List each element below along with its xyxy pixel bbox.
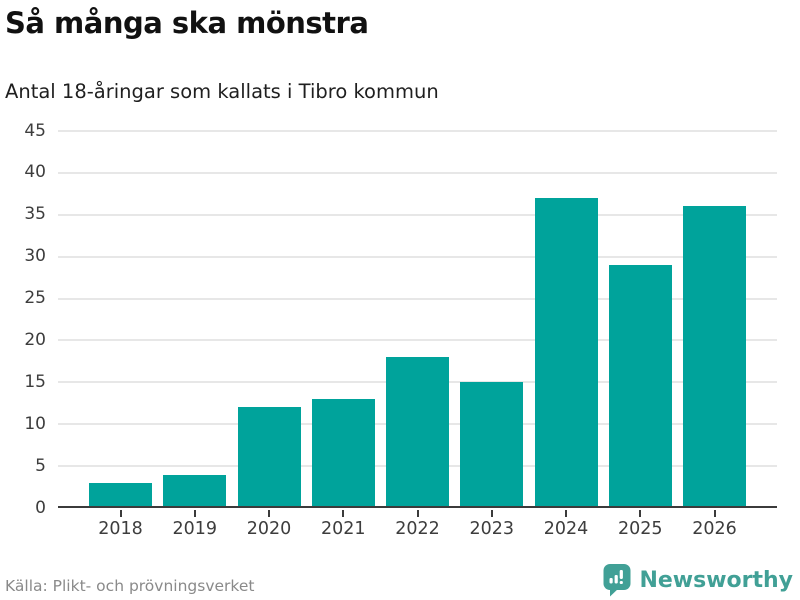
y-tick-label: 0 [35,497,46,518]
bar-slot-2018 [89,131,152,517]
x-tick-label: 2022 [395,519,440,539]
bar-2026 [683,206,746,508]
gridline-45 [58,130,777,132]
bar-slot-2023 [460,131,524,517]
y-tick-label: 35 [24,204,46,225]
bar-2024 [534,198,598,508]
x-tick [416,510,419,517]
x-axis-labels: 2018 2019 2020 2021 2022 2023 2024 2025 2026 [58,519,777,539]
bar-2022 [386,357,449,508]
y-tick-label: 20 [24,329,46,350]
x-tick-label: 2018 [98,519,143,539]
x-tick-label: 2023 [469,519,515,539]
gridline-30 [58,255,777,258]
plot-area [58,130,777,517]
x-tick [193,510,196,517]
bar-slot-2021 [311,131,375,517]
page-title: Så många ska mönstra [5,6,369,40]
x-tick-label: 2019 [172,519,218,539]
gridline-35 [58,213,777,216]
x-tick-label: 2024 [543,519,589,539]
x-tick [268,510,270,517]
x-tick [639,510,642,517]
y-tick-label: 30 [24,246,46,267]
x-tick-label: 2026 [692,519,737,539]
x-tick-label: 2020 [246,519,292,539]
y-tick-label: 25 [24,288,46,309]
bar-slot-2024 [534,131,598,517]
bar-2018 [89,482,152,508]
bar-chart-speech-bubble-icon [603,564,631,597]
bar-slot-2022 [386,131,449,517]
bar-2025 [608,265,672,508]
source-caption: Källa: Plikt- och prövningsverket [5,577,255,595]
bar-slot-2026 [683,131,746,517]
y-tick-label: 15 [24,371,46,392]
bar-slot-2025 [608,131,672,517]
y-tick-label: 45 [24,120,46,141]
bar-2020 [237,407,301,508]
x-tick [119,510,122,517]
x-tick [713,510,716,517]
x-tick [342,510,345,517]
chart-subtitle: Antal 18-åringar som kallats i Tibro kom… [5,80,439,103]
bar-slot-2020 [237,131,301,517]
bars-row [58,131,777,517]
y-tick-label: 5 [35,455,46,476]
x-axis-line [58,506,777,508]
bar-2021 [311,399,375,508]
bar-2019 [163,474,227,508]
gridline-40 [58,171,777,174]
x-tick [490,510,493,517]
y-tick-label: 10 [24,413,46,434]
gridline-20 [58,339,777,342]
gridline-25 [58,297,777,300]
bar-2023 [460,382,524,508]
newsworthy-logo: Newsworthy [603,563,793,597]
x-tick-label: 2021 [320,519,366,539]
x-tick-label: 2025 [617,519,663,539]
bar-chart: 0 5 10 15 20 25 30 35 40 45 2018 2019 2020 2021 2022 2… [0,121,777,539]
brand-name: Newsworthy [639,567,793,593]
x-tick [565,510,567,517]
bar-slot-2019 [163,131,227,517]
y-tick-label: 40 [24,162,46,183]
